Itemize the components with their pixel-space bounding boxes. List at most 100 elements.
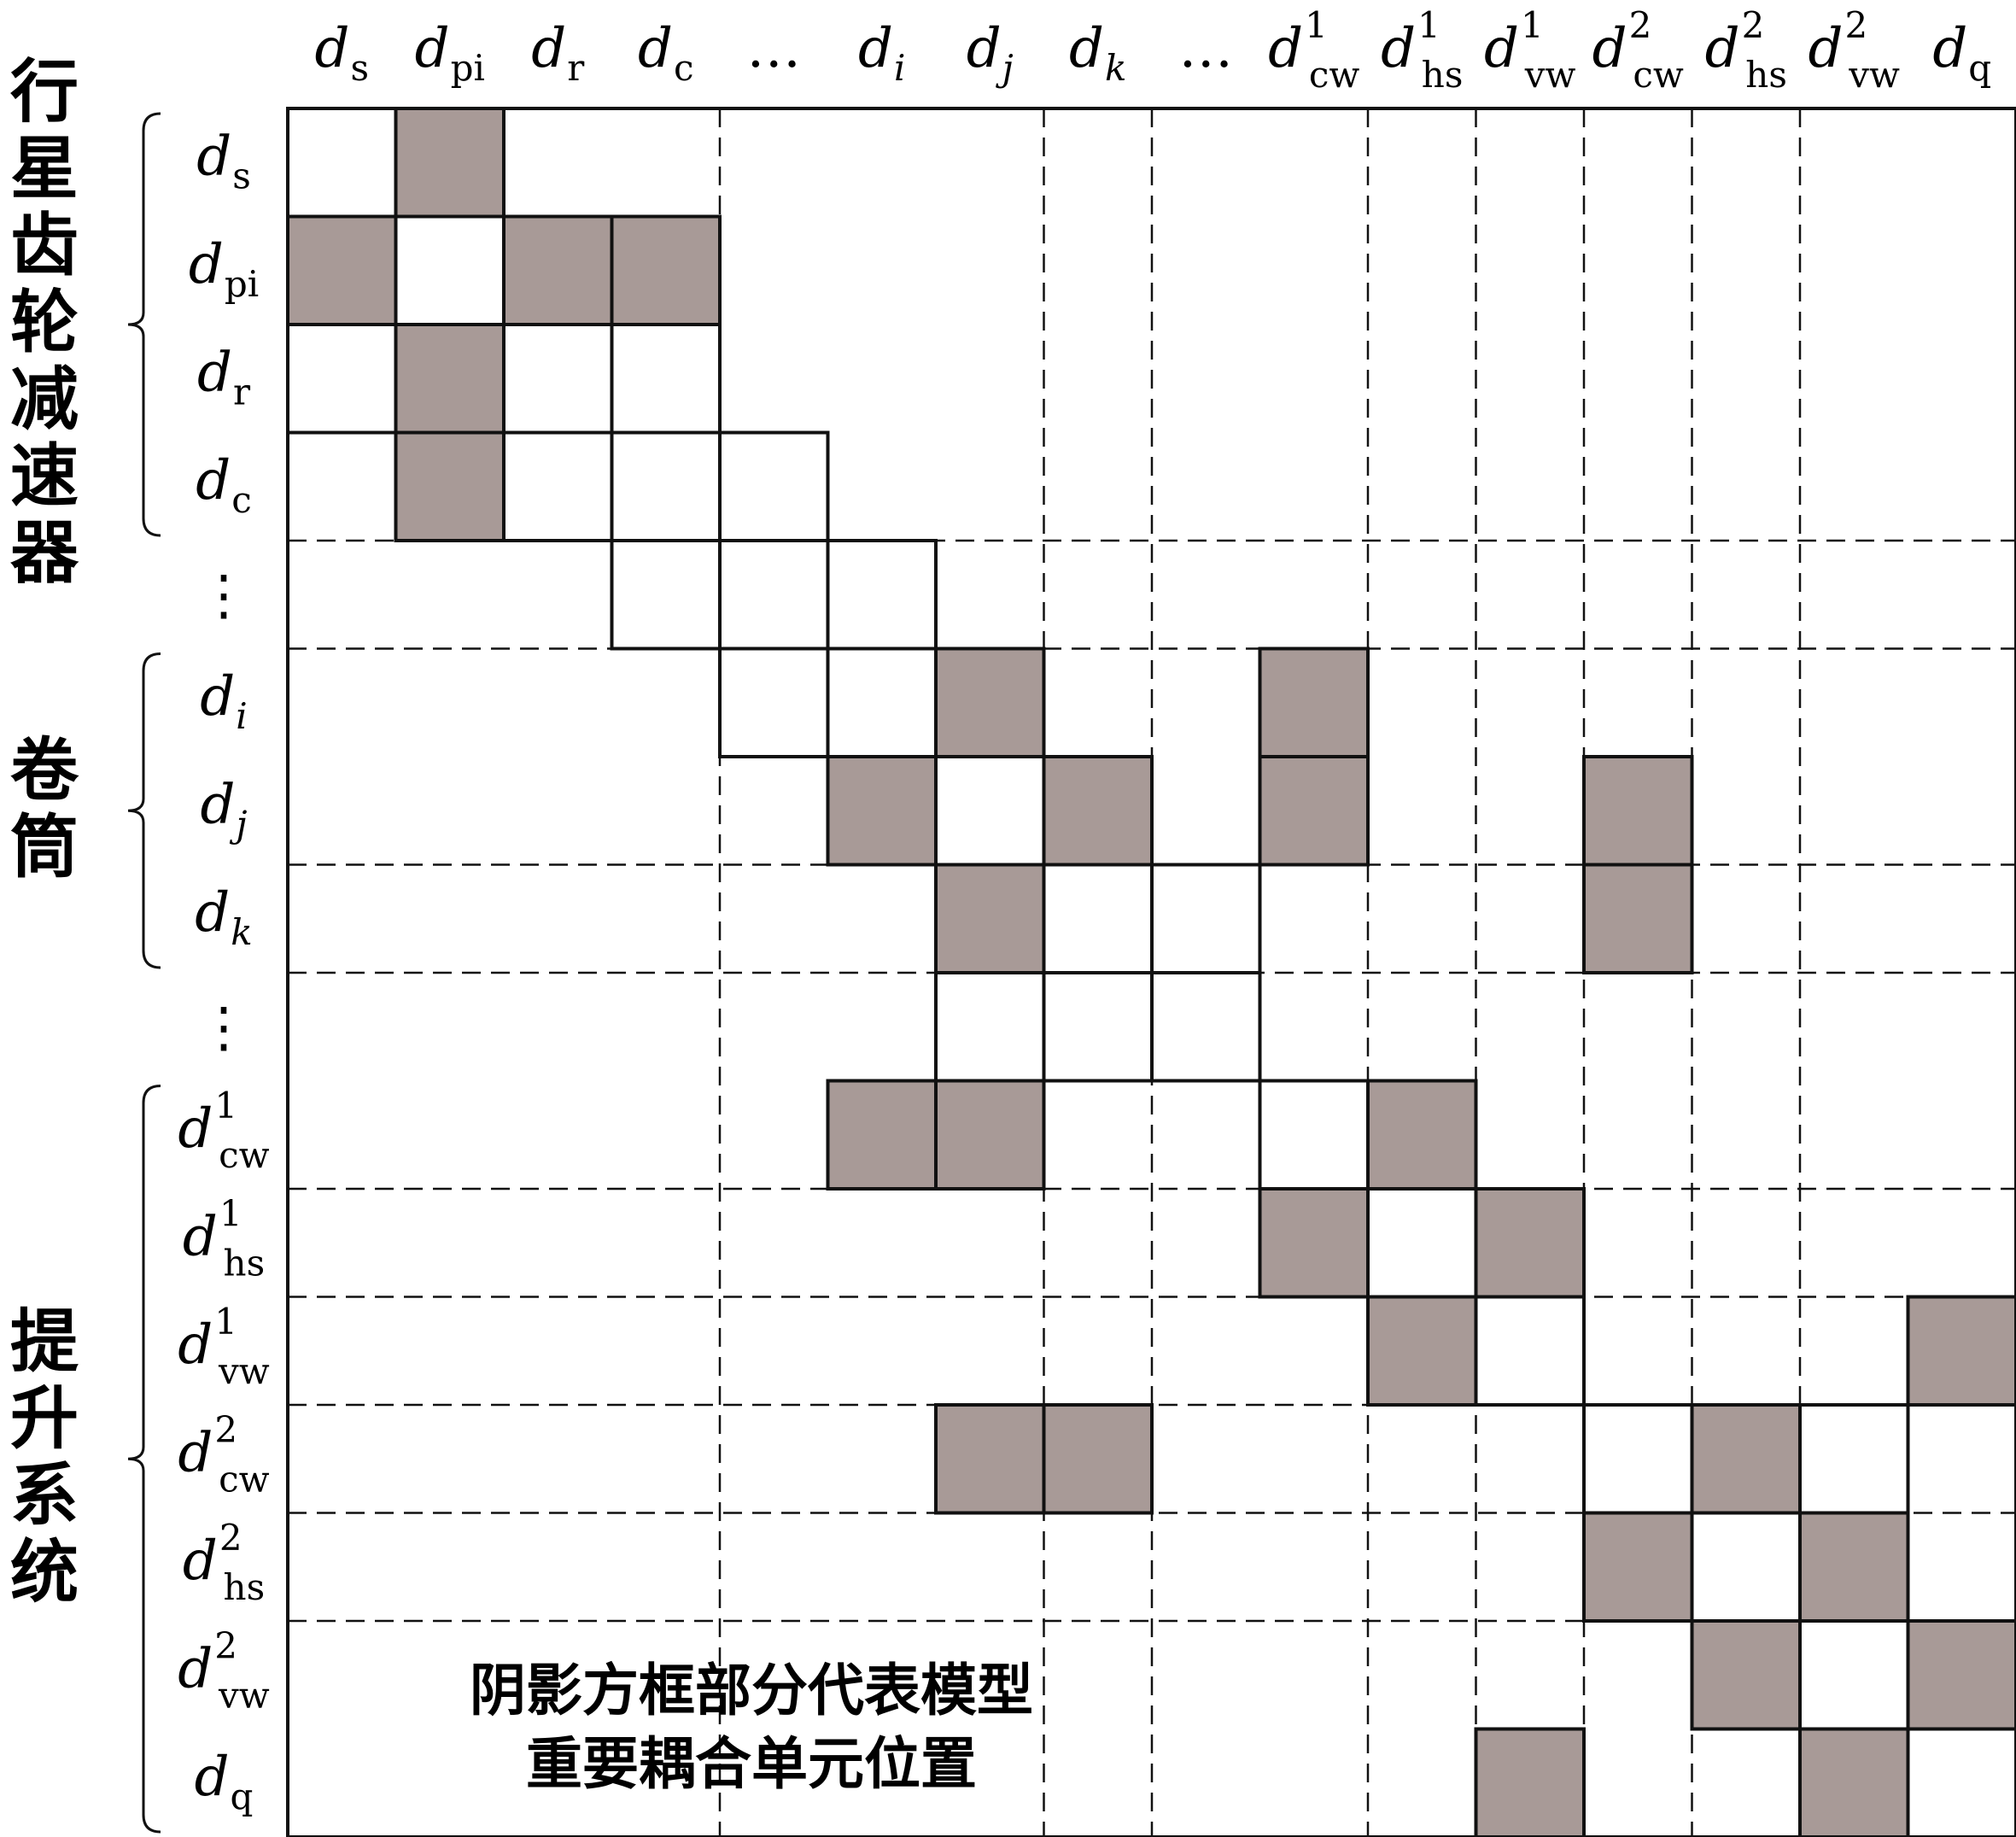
column-label-ellipsis-ellipsis: … (1178, 17, 1233, 80)
outlined-cell (718, 539, 830, 651)
column-label-vw2: d2 vw (1809, 4, 1900, 96)
row-label-s: ds (196, 125, 251, 196)
outlined-cell (610, 539, 722, 651)
row-label-c: dc (196, 449, 252, 521)
legend-note-line-2: 重要耦合单元位置 (526, 1730, 977, 1797)
column-label-c: dc (638, 17, 694, 89)
shaded-coupling-cell (610, 214, 722, 326)
column-label-j: dj (967, 17, 1014, 89)
column-label-r: dr (531, 17, 585, 89)
row-label-r: dr (197, 341, 251, 412)
outlined-cell (610, 430, 722, 542)
outlined-cell (286, 323, 398, 435)
column-labels: ds dpi dr dc … di dj dk … d1 cw d1 hs d1 vw d2 cw d2 hs d2 v… (314, 4, 1991, 96)
outlined-cell (934, 971, 1046, 1083)
column-label-cw2: d2 cw (1592, 4, 1684, 96)
outlined-cell (1474, 1295, 1586, 1407)
row-label-cw2: d2 cw (178, 1408, 269, 1500)
outlined-cell (1042, 971, 1154, 1083)
shaded-coupling-cell (1258, 755, 1370, 867)
row-label-vw1: d1 vw (178, 1301, 269, 1392)
row-label-vw2: d2 vw (178, 1624, 269, 1716)
shaded-coupling-cell (394, 107, 505, 219)
shaded-coupling-cell (394, 430, 505, 542)
group-label-1: 卷筒 (10, 729, 79, 886)
outlined-cell (718, 646, 830, 758)
outlined-cell (286, 107, 398, 219)
shaded-coupling-cell (934, 1403, 1046, 1515)
shaded-coupling-cell (1474, 1727, 1586, 1837)
row-label-hs2: d2 hs (183, 1517, 265, 1608)
outlined-cell (1798, 1403, 1910, 1515)
shaded-coupling-cell (1366, 1295, 1478, 1407)
outlined-cell (1366, 1187, 1478, 1299)
outlined-cell (1150, 863, 1262, 974)
column-label-s: ds (314, 17, 369, 89)
outlined-cell (610, 323, 722, 435)
outlined-cell (1690, 1511, 1802, 1623)
group-label-0: 行星齿轮减速器 (10, 51, 79, 593)
shaded-coupling-cell (934, 863, 1046, 974)
group-brace (127, 112, 161, 537)
row-label-cw1: d1 cw (178, 1085, 269, 1176)
column-label-k: dk (1069, 17, 1126, 89)
shaded-coupling-cell (826, 1079, 938, 1191)
row-label-ellipsis-ellipsis: ⋮ (196, 564, 251, 627)
shaded-coupling-cell (1582, 755, 1694, 867)
shaded-coupling-cell (826, 755, 938, 867)
shaded-coupling-cell (286, 214, 398, 326)
shaded-coupling-cell (1798, 1727, 1910, 1837)
column-label-vw1: d1 vw (1484, 4, 1575, 96)
row-label-i: di (200, 665, 247, 737)
row-label-ellipsis-ellipsis: ⋮ (196, 996, 251, 1059)
outlined-cell (1258, 1079, 1370, 1191)
outlined-cell (718, 430, 830, 542)
outlined-cell (826, 539, 938, 651)
outlined-cell (502, 323, 614, 435)
row-label-pi: dpi (189, 233, 259, 305)
group-label-2: 提升系统 (10, 1301, 79, 1612)
outlined-cell (502, 430, 614, 542)
legend-note: 阴影方框部分代表模型 重要耦合单元位置 (470, 1657, 1033, 1797)
shaded-coupling-cell (1366, 1079, 1478, 1191)
shaded-coupling-cell (1690, 1403, 1802, 1515)
column-label-i: di (858, 17, 905, 89)
matrix-cells (286, 107, 2016, 1837)
shaded-coupling-cell (394, 323, 505, 435)
outlined-cell (1042, 863, 1154, 974)
outlined-cell (1906, 1727, 2016, 1837)
group-brace (127, 1085, 161, 1834)
shaded-coupling-cell (1690, 1619, 1802, 1731)
matrix-frame (286, 107, 2016, 1837)
shaded-coupling-cell (1258, 646, 1370, 758)
outlined-cell (826, 646, 938, 758)
shaded-coupling-cell (1258, 1187, 1370, 1299)
shaded-coupling-cell (1042, 1403, 1154, 1515)
shaded-coupling-cell (1906, 1619, 2016, 1731)
outlined-cell (1582, 1403, 1694, 1515)
outlined-cell (394, 214, 505, 326)
legend-note-line-1: 阴影方框部分代表模型 (470, 1657, 1033, 1723)
row-labels: ds dpi dr dc ⋮ di dj dk ⋮ d1 cw d1 hs d1 vw d2 cw d2 hs d2 v… (178, 125, 269, 1817)
column-label-hs2: d2 hs (1705, 4, 1787, 96)
shaded-coupling-cell (934, 1079, 1046, 1191)
outlined-cell (1798, 1619, 1910, 1731)
shaded-coupling-cell (1582, 863, 1694, 974)
row-label-k: dk (195, 881, 252, 953)
shaded-coupling-cell (934, 646, 1046, 758)
column-label-cw1: d1 cw (1268, 4, 1359, 96)
shaded-coupling-cell (1906, 1295, 2016, 1407)
outlined-cell (934, 755, 1046, 867)
row-label-hs1: d1 hs (183, 1192, 265, 1284)
row-label-j: dj (201, 773, 248, 845)
shaded-coupling-cell (1042, 755, 1154, 867)
group-brace (127, 652, 161, 969)
shaded-coupling-cell (1474, 1187, 1586, 1299)
column-label-pi: dpi (415, 17, 485, 89)
column-label-q: dq (1932, 17, 1991, 89)
column-label-ellipsis-ellipsis: … (746, 17, 801, 80)
row-label-q: dq (195, 1746, 254, 1817)
outlined-cell (1150, 971, 1262, 1083)
